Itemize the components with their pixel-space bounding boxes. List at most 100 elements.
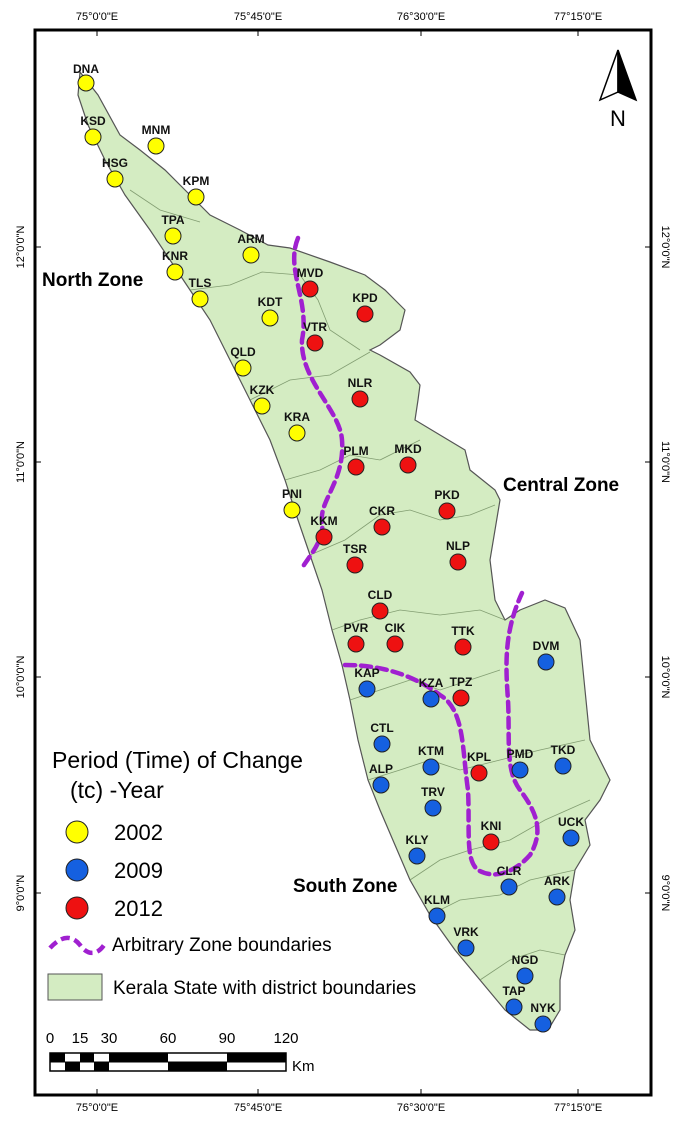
station-marker-arm bbox=[242, 246, 260, 264]
station-label-kpl: KPL bbox=[467, 750, 491, 764]
zone-label-south: South Zone bbox=[293, 876, 397, 897]
station-marker-cld bbox=[371, 602, 389, 620]
legend-label-boundary: Arbitrary Zone boundaries bbox=[112, 935, 332, 956]
station-marker-ksd bbox=[84, 128, 102, 146]
station-marker-ngd bbox=[516, 967, 534, 985]
station-label-clr: CLR bbox=[497, 864, 522, 878]
station-label-kni: KNI bbox=[481, 819, 502, 833]
station-label-dna: DNA bbox=[73, 62, 99, 76]
station-label-alp: ALP bbox=[369, 762, 393, 776]
station-marker-ktm bbox=[422, 758, 440, 776]
station-marker-tap bbox=[505, 998, 523, 1016]
station-markers: DNA KSD MNM HSG KPM TPA KNR ARM TLS KDT QLD KZK KRA P… bbox=[73, 62, 584, 1033]
station-label-kpd: KPD bbox=[352, 291, 378, 305]
station-marker-alp bbox=[372, 776, 390, 794]
station-label-uck: UCK bbox=[558, 815, 584, 829]
station-label-cik: CIK bbox=[385, 621, 406, 635]
station-label-arm: ARM bbox=[237, 232, 264, 246]
station-label-pmd: PMD bbox=[507, 747, 534, 761]
station-label-vrk: VRK bbox=[453, 925, 479, 939]
station-marker-kni bbox=[482, 833, 500, 851]
station-marker-cik bbox=[386, 635, 404, 653]
station-marker-hsg bbox=[106, 170, 124, 188]
station-label-trv: TRV bbox=[421, 785, 445, 799]
station-marker-tsr bbox=[346, 556, 364, 574]
lat-label-left: 11°0'0"N bbox=[15, 441, 27, 483]
station-label-kra: KRA bbox=[284, 410, 310, 424]
station-marker-kdt bbox=[261, 309, 279, 327]
graticule-ticks bbox=[35, 30, 651, 1095]
scale-tick-label: 60 bbox=[160, 1030, 177, 1047]
station-label-ngd: NGD bbox=[512, 953, 539, 967]
scale-tick-label: 15 bbox=[72, 1030, 89, 1047]
station-marker-kzk bbox=[253, 397, 271, 415]
station-marker-kra bbox=[288, 424, 306, 442]
station-label-qld: QLD bbox=[230, 345, 256, 359]
station-label-ktm: KTM bbox=[418, 744, 444, 758]
station-marker-mkd bbox=[399, 456, 417, 474]
station-marker-tls bbox=[191, 290, 209, 308]
legend-swatch-2002 bbox=[65, 820, 89, 844]
station-label-ttk: TTK bbox=[451, 624, 475, 638]
station-marker-mnm bbox=[147, 137, 165, 155]
station-label-ctl: CTL bbox=[370, 721, 393, 735]
station-label-mvd: MVD bbox=[297, 266, 324, 280]
scale-unit: Km bbox=[292, 1058, 315, 1075]
scale-tick-label: 120 bbox=[273, 1030, 298, 1047]
station-label-tls: TLS bbox=[189, 276, 212, 290]
station-label-tpa: TPA bbox=[161, 213, 184, 227]
station-label-kkm: KKM bbox=[310, 514, 337, 528]
station-marker-kly bbox=[408, 847, 426, 865]
lat-label-left: 9°0'0"N bbox=[15, 875, 27, 912]
legend-label-state: Kerala State with district boundaries bbox=[113, 978, 416, 999]
lon-label-top: 76°30'0"E bbox=[397, 11, 445, 23]
station-marker-pni bbox=[283, 501, 301, 519]
station-marker-trv bbox=[424, 799, 442, 817]
zone-label-north: North Zone bbox=[42, 270, 143, 291]
station-marker-dvm bbox=[537, 653, 555, 671]
station-marker-knr bbox=[166, 263, 184, 281]
lon-label-bottom: 77°15'0"E bbox=[554, 1102, 602, 1114]
station-label-plm: PLM bbox=[343, 444, 368, 458]
station-marker-ark bbox=[548, 888, 566, 906]
station-marker-pkd bbox=[438, 502, 456, 520]
lat-label-left: 12°0'0"N bbox=[15, 226, 27, 269]
zone-label-central: Central Zone bbox=[503, 475, 619, 496]
legend-title-line1: Period (Time) of Change bbox=[52, 747, 303, 773]
north-arrow-label: N bbox=[610, 106, 626, 131]
station-label-ckr: CKR bbox=[369, 504, 395, 518]
lon-label-bottom: 75°45'0"E bbox=[234, 1102, 282, 1114]
station-marker-tpz bbox=[452, 689, 470, 707]
station-label-knr: KNR bbox=[162, 249, 188, 263]
station-label-cld: CLD bbox=[368, 588, 393, 602]
station-marker-clr bbox=[500, 878, 518, 896]
station-marker-klm bbox=[428, 907, 446, 925]
station-marker-pmd bbox=[511, 761, 529, 779]
legend-label-2002: 2002 bbox=[114, 820, 163, 845]
station-marker-tpa bbox=[164, 227, 182, 245]
station-marker-plm bbox=[347, 458, 365, 476]
station-marker-pvr bbox=[347, 635, 365, 653]
station-label-nlp: NLP bbox=[446, 539, 470, 553]
station-marker-ctl bbox=[373, 735, 391, 753]
station-marker-kza bbox=[422, 690, 440, 708]
station-label-ksd: KSD bbox=[80, 114, 106, 128]
zone-boundaries bbox=[292, 235, 540, 877]
station-label-kap: KAP bbox=[354, 666, 379, 680]
station-marker-kpl bbox=[470, 764, 488, 782]
station-label-tkd: TKD bbox=[551, 743, 576, 757]
station-marker-nyk bbox=[534, 1015, 552, 1033]
station-label-pvr: PVR bbox=[344, 621, 369, 635]
station-label-nyk: NYK bbox=[530, 1001, 556, 1015]
lat-label-right: 11°0'0"N bbox=[659, 441, 671, 483]
lat-label-left: 10°0'0"N bbox=[15, 656, 27, 699]
station-marker-tkd bbox=[554, 757, 572, 775]
lon-label-top: 75°45'0"E bbox=[234, 11, 282, 23]
station-label-kzk: KZK bbox=[250, 383, 275, 397]
station-label-klm: KLM bbox=[424, 893, 450, 907]
station-marker-nlp bbox=[449, 553, 467, 571]
lat-label-right: 10°0'0"N bbox=[659, 656, 671, 699]
station-marker-kpd bbox=[356, 305, 374, 323]
legend-swatch-boundary bbox=[48, 935, 108, 956]
station-label-vtr: VTR bbox=[303, 320, 327, 334]
